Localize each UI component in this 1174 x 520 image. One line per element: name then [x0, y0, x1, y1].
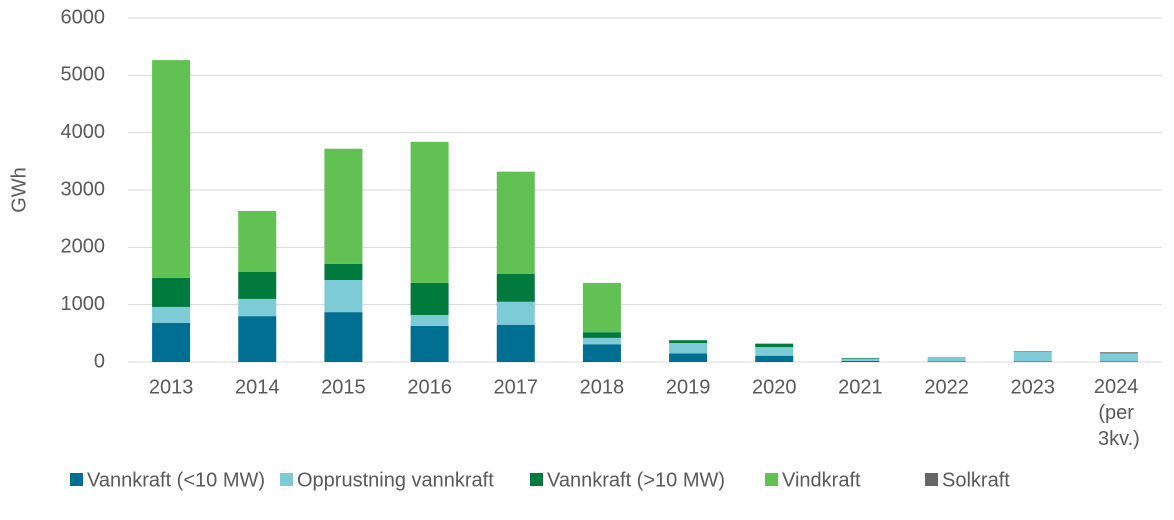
bar-segment: [152, 306, 191, 324]
bar-segment: [755, 355, 794, 362]
bar-segment: [927, 361, 966, 362]
legend-swatch: [925, 473, 938, 486]
bar-segment: [410, 314, 449, 326]
bar-segment: [1099, 352, 1138, 354]
bar-segment: [755, 347, 794, 356]
bar-segment: [1099, 361, 1138, 362]
bar-segment: [410, 282, 449, 315]
y-tick-label: 3000: [61, 178, 106, 200]
x-tick-label: 2021: [838, 376, 883, 398]
bar-segment: [152, 323, 191, 362]
bar-segment: [324, 263, 363, 281]
legend-label: Solkraft: [942, 469, 1010, 491]
bar-segment: [496, 171, 535, 274]
bar-segment: [152, 277, 191, 307]
legend-swatch: [280, 473, 293, 486]
legend-swatch: [70, 473, 83, 486]
bar-segment: [238, 316, 277, 362]
bar-segment: [841, 358, 880, 361]
y-tick-label: 4000: [61, 121, 106, 143]
bar-segment: [669, 343, 708, 354]
bar-segment: [841, 357, 880, 359]
bar-segment: [238, 210, 277, 272]
x-tick-label: 2023: [1011, 376, 1056, 398]
bar-segment: [1013, 351, 1052, 362]
x-tick-label: 2014: [235, 376, 280, 398]
bar-segment: [927, 356, 966, 362]
x-tick-label: 2022: [924, 376, 969, 398]
bar-segment: [324, 148, 363, 264]
bar-segment: [496, 324, 535, 362]
bar-segment: [841, 360, 880, 362]
bar-segment: [496, 301, 535, 325]
x-tick-label: 2019: [666, 376, 711, 398]
bar-segment: [1013, 361, 1052, 362]
bar-segment: [324, 312, 363, 362]
bar-segment: [238, 298, 277, 317]
y-tick-label: 6000: [61, 6, 106, 28]
y-tick-label: 2000: [61, 236, 106, 258]
bar-segment: [152, 60, 191, 278]
x-tick-label: 2017: [494, 376, 539, 398]
bar-segment: [496, 273, 535, 302]
y-tick-label: 1000: [61, 293, 106, 315]
bar-segment: [238, 271, 277, 299]
legend-swatch: [765, 473, 778, 486]
x-tick-label: 2015: [321, 376, 366, 398]
x-tick-label: 2016: [407, 376, 452, 398]
bar-segment: [755, 343, 794, 348]
legend-label: Opprustning vannkraft: [297, 469, 494, 491]
bar-segment: [669, 340, 708, 344]
legend-label: Vannkraft (<10 MW): [87, 469, 265, 491]
x-tick-label: 2018: [580, 376, 625, 398]
bar-segment: [669, 353, 708, 362]
legend-label: Vindkraft: [782, 469, 861, 491]
bar-segment: [1099, 353, 1138, 362]
bar-segment: [410, 141, 449, 283]
legend-swatch: [530, 473, 543, 486]
bar-segment: [324, 280, 363, 313]
y-tick-label: 5000: [61, 64, 106, 86]
y-axis-label: GWh: [8, 167, 30, 213]
bar-segment: [582, 337, 621, 345]
bar-segment: [1013, 351, 1052, 352]
bar-segment: [582, 332, 621, 338]
x-tick-label: 2020: [752, 376, 797, 398]
bar-segment: [582, 282, 621, 333]
x-tick-label: 2024 (per 3kv.): [1094, 376, 1144, 450]
legend-label: Vannkraft (>10 MW): [547, 469, 725, 491]
bar-segment: [582, 344, 621, 362]
y-tick-label: 0: [94, 350, 105, 372]
bar-segment: [410, 325, 449, 362]
x-tick-label: 2013: [149, 376, 194, 398]
